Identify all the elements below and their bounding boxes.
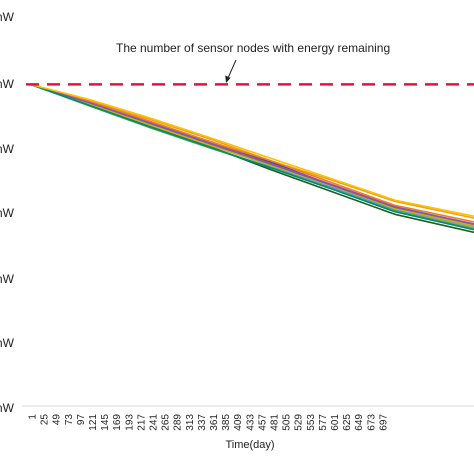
y-tick-label: mW: [0, 10, 15, 24]
x-tick-label: 97: [76, 414, 87, 426]
series-line-7: [29, 83, 474, 223]
x-tick-label: 553: [306, 414, 317, 431]
x-tick-label: 649: [354, 414, 365, 431]
x-tick-label: 433: [245, 414, 256, 431]
x-tick-label: 169: [112, 414, 123, 431]
x-tick-label: 601: [330, 414, 341, 431]
x-tick-label: 313: [185, 414, 196, 431]
y-tick-label: mW: [0, 336, 15, 350]
y-tick-label: mW: [0, 401, 15, 415]
x-tick-label: 457: [257, 414, 268, 431]
series-line-12: [29, 83, 474, 217]
x-tick-label: 49: [52, 414, 63, 426]
chart-annotation: The number of sensor nodes with energy r…: [116, 41, 390, 55]
x-tick-label: 481: [270, 414, 281, 431]
x-tick-label: 697: [378, 414, 389, 431]
x-tick-label: 217: [136, 414, 147, 431]
x-tick-label: 145: [100, 414, 111, 431]
series-line-11: [29, 83, 474, 231]
x-tick-label: 577: [318, 414, 329, 431]
x-tick-label: 625: [342, 414, 353, 431]
x-tick-label: 337: [197, 414, 208, 431]
x-tick-label: 193: [124, 414, 135, 431]
x-tick-label: 385: [221, 414, 232, 431]
x-tick-label: 1: [28, 414, 39, 420]
x-tick-label: 361: [209, 414, 220, 431]
annotation-arrow: [225, 59, 237, 83]
y-tick-labels: mW mW mW mW mW mW mW: [0, 10, 15, 415]
y-tick-label: mW: [0, 77, 15, 91]
x-tick-label: 409: [233, 414, 244, 431]
y-tick-label: mW: [0, 206, 15, 220]
x-tick-label: 265: [161, 414, 172, 431]
x-tick-label: 25: [40, 414, 51, 426]
x-tick-label: 673: [366, 414, 377, 431]
series-line-9: [29, 83, 474, 227]
x-tick-label: 241: [149, 414, 160, 431]
x-tick-label: 289: [173, 414, 184, 431]
series-lines: [29, 83, 474, 234]
x-tick-label: 121: [88, 414, 99, 431]
x-tick-label: 73: [64, 414, 75, 426]
x-tick-label: 529: [294, 414, 305, 431]
series-line-10: [29, 83, 474, 225]
x-tick-labels: 1 25 49 73 97 121 145 169 193 217 241 265 289 313 337 3…: [28, 414, 390, 431]
x-axis-title: Time(day): [225, 439, 274, 451]
y-tick-label: mW: [0, 272, 15, 286]
y-tick-label: mW: [0, 142, 15, 156]
x-tick-label: 505: [282, 414, 293, 431]
